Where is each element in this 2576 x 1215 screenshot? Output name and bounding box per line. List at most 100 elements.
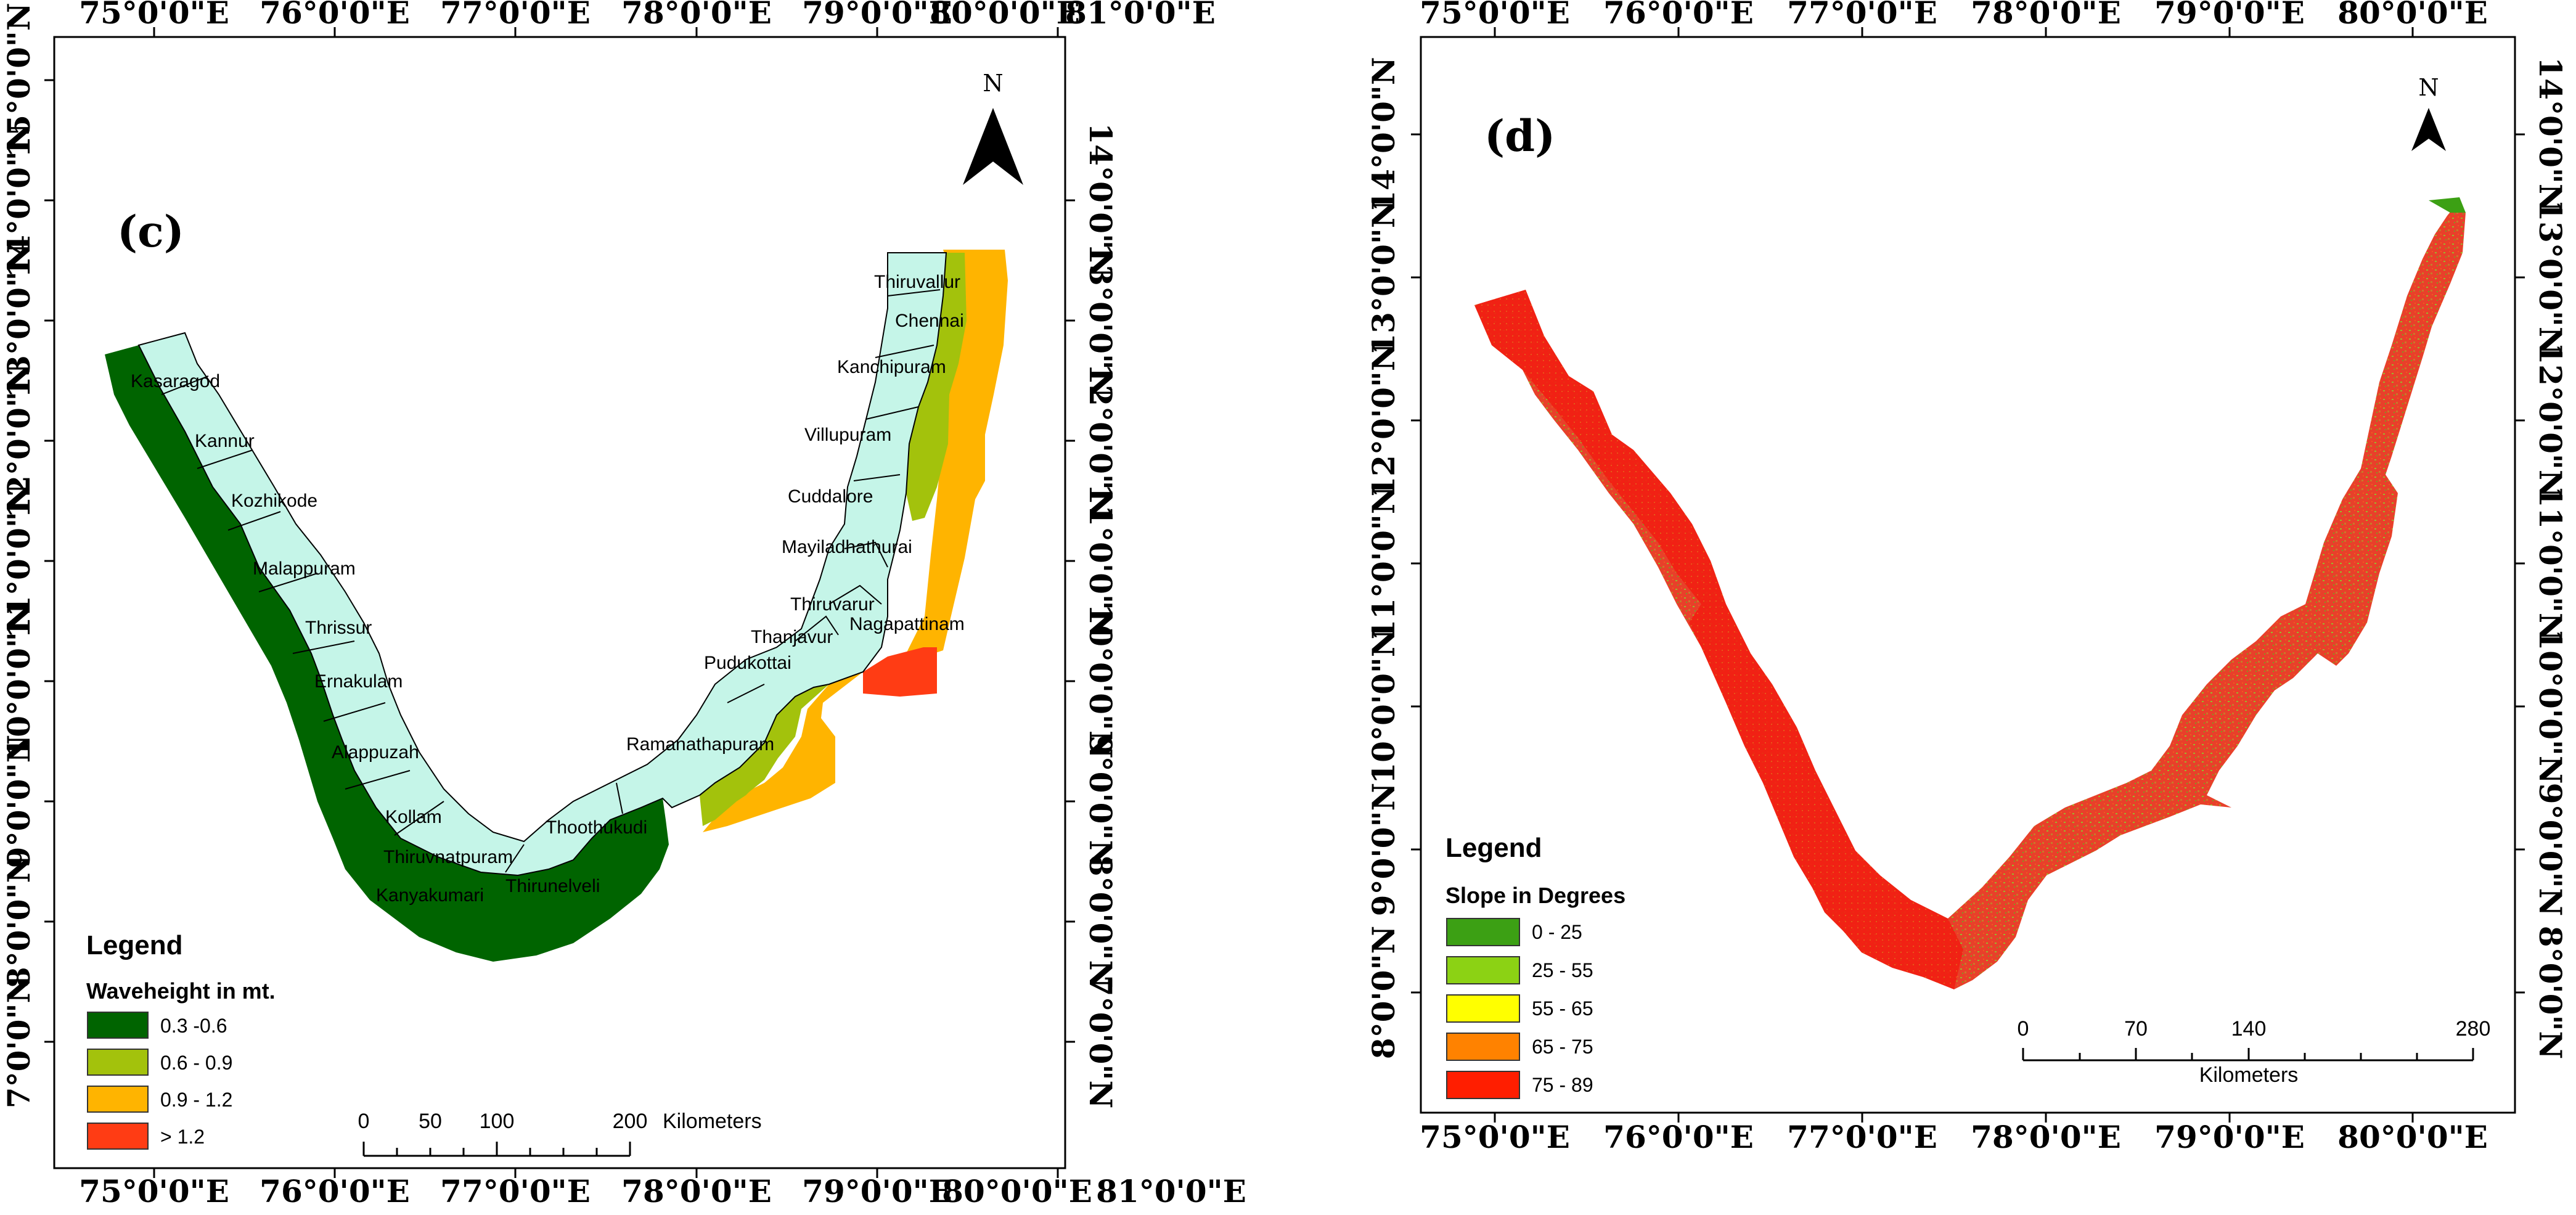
district-label: Thiruvnatpuram xyxy=(383,847,513,867)
d-left-lat-12: 12°0'0"N xyxy=(1365,343,1402,497)
c-top-lon-76: 76°0'0"E xyxy=(260,0,410,31)
c-top-lon-78: 78°0'0"E xyxy=(621,0,772,31)
d-right-lat-11: 11°0'0"N xyxy=(2532,486,2569,640)
c-bottom-lon-78: 78°0'0"E xyxy=(621,1173,772,1209)
legend-swatch xyxy=(1446,918,1520,946)
c-right-lat-13: 13°0'0"N xyxy=(1082,243,1119,398)
d-top-lon-79: 79°0'0"E xyxy=(2154,0,2305,31)
scale-tick-label: 140 xyxy=(2231,1017,2267,1041)
d-left-lat-14: 14°0'0"N xyxy=(1365,57,1402,211)
district-label: Kozhikode xyxy=(231,491,317,511)
d-top-lon-75: 75°0'0"E xyxy=(1420,0,1570,31)
slope-low-patch xyxy=(2429,197,2466,213)
district-label: Kasaragod xyxy=(131,371,220,391)
d-top-lon-78: 78°0'0"E xyxy=(1971,0,2121,31)
district-label: Kanyakumari xyxy=(376,885,484,906)
scale-tick-label: 0 xyxy=(2018,1017,2029,1041)
c-right-lat-12: 12°0'0"N xyxy=(1082,363,1119,518)
c-bottom-lon-75: 75°0'0"E xyxy=(79,1173,229,1209)
d-bottom-lon-78: 78°0'0"E xyxy=(1971,1119,2121,1155)
district-label: Kollam xyxy=(385,807,442,827)
district-label: Pudukottai xyxy=(704,653,791,673)
c-bottom-lon-81: 81°0'0"E xyxy=(1096,1173,1246,1209)
scale-bar-c: 0 50 100 200 Kilometers xyxy=(358,1110,762,1157)
district-label: Alappuzah xyxy=(332,742,419,763)
c-bottom-lon-77: 77°0'0"E xyxy=(440,1173,591,1209)
legend-label: 0.3 -0.6 xyxy=(160,1015,227,1037)
district-label: Thoothukudi xyxy=(546,817,647,838)
d-bottom-lon-76: 76°0'0"E xyxy=(1603,1119,1754,1155)
panel-d: 75°0'0"E 76°0'0"E 77°0'0"E 78°0'0"E 79°0… xyxy=(1365,0,2569,1155)
scale-tick-label: 200 xyxy=(613,1110,648,1133)
district-label: Chennai xyxy=(895,311,964,331)
d-right-lat-12: 12°0'0"N xyxy=(2532,343,2569,497)
north-label: N xyxy=(2418,74,2439,101)
north-arrow-icon: N xyxy=(2411,74,2446,151)
district-label: Ramanathapuram xyxy=(626,734,774,755)
scale-tick-label: 0 xyxy=(358,1110,370,1133)
c-bottom-lon-76: 76°0'0"E xyxy=(260,1173,410,1209)
c-left-lat-14: 14°0'0"N xyxy=(1,123,37,277)
district-label: Mayiladhathurai xyxy=(782,537,912,557)
legend-swatch xyxy=(87,1086,149,1113)
north-arrow-icon: N xyxy=(963,70,1023,185)
legend-label: 65 - 75 xyxy=(1532,1036,1593,1058)
d-left-lat-8: 8°0'0"N xyxy=(1365,926,1402,1059)
c-right-lat-8: 8°0'0"N xyxy=(1082,855,1119,988)
legend-label: 0.9 - 1.2 xyxy=(160,1089,232,1111)
north-label: N xyxy=(983,70,1003,97)
district-label: Villupuram xyxy=(804,425,891,445)
d-right-lat-8: 8°0'0"N xyxy=(2532,926,2569,1059)
wave-band-0-3-0-6 xyxy=(105,345,669,962)
c-top-lon-81: 81°0'0"E xyxy=(1065,0,1216,31)
c-right-lat-7: 7°0'0"N xyxy=(1082,975,1119,1108)
slope-high-areas xyxy=(1474,290,1963,989)
c-top-lon-79: 79°0'0"E xyxy=(802,0,952,31)
c-top-lon-75: 75°0'0"E xyxy=(79,0,229,31)
c-bottom-lon-79: 79°0'0"E xyxy=(802,1173,952,1209)
c-left-lat-15: 15°0'0"N xyxy=(1,2,37,157)
scale-unit: Kilometers xyxy=(663,1110,762,1133)
panel-c-label: (c) xyxy=(117,206,184,257)
c-bottom-lon-80: 80°0'0"E xyxy=(942,1173,1092,1209)
coastal-districts-land xyxy=(137,252,947,877)
legend-title: Legend xyxy=(86,930,182,960)
legend-swatch xyxy=(1446,994,1520,1023)
panel-d-label: (d) xyxy=(1484,110,1555,162)
wave-band-gt-1-2 xyxy=(863,647,937,697)
legend-swatch xyxy=(87,1012,149,1039)
legend-label: 0.6 - 0.9 xyxy=(160,1052,232,1074)
panel-d-ticks xyxy=(1411,27,2525,1123)
wave-band-0-9-1-2 xyxy=(703,250,1008,832)
district-label: Nagapattinam xyxy=(849,614,965,634)
legend-swatch xyxy=(1446,1033,1520,1061)
district-label: Ernakulam xyxy=(314,671,403,692)
d-right-lat-10: 10°0'0"N xyxy=(2532,629,2569,783)
scale-tick-label: 70 xyxy=(2124,1017,2148,1041)
district-label: Malappuram xyxy=(253,558,356,579)
legend-label: 25 - 55 xyxy=(1532,959,1593,981)
legend-title: Legend xyxy=(1445,833,1542,863)
d-bottom-lon-75: 75°0'0"E xyxy=(1420,1119,1570,1155)
legend-subtitle: Waveheight in mt. xyxy=(86,978,276,1004)
panel-c-frame xyxy=(53,36,1066,1169)
scale-tick-label: 280 xyxy=(2456,1017,2491,1041)
c-left-lat-12: 12°0'0"N xyxy=(1,363,37,518)
d-top-lon-76: 76°0'0"E xyxy=(1603,0,1754,31)
d-bottom-lon-80: 80°0'0"E xyxy=(2337,1119,2488,1155)
c-left-lat-9: 9°0'0"N xyxy=(1,735,37,868)
legend-label: > 1.2 xyxy=(160,1126,205,1148)
legend-c: Legend Waveheight in mt. 0.3 -0.6 0.6 - … xyxy=(86,930,276,1150)
d-bottom-lon-79: 79°0'0"E xyxy=(2154,1119,2305,1155)
c-right-lat-11: 11°0'0"N xyxy=(1082,483,1119,638)
c-right-lat-10: 10°0'0"N xyxy=(1082,603,1119,758)
district-label: Thiruvarur xyxy=(790,594,875,615)
c-right-lat-9: 9°0'0"N xyxy=(1082,735,1119,868)
scale-unit: Kilometers xyxy=(2199,1063,2299,1087)
c-left-lat-11: 11°0'0"N xyxy=(1,483,37,638)
c-left-lat-8: 8°0'0"N xyxy=(1,855,37,988)
legend-label: 75 - 89 xyxy=(1532,1074,1593,1096)
d-left-lat-9: 9°0'0"N xyxy=(1365,783,1402,916)
d-left-lat-13: 13°0'0"N xyxy=(1365,200,1402,354)
